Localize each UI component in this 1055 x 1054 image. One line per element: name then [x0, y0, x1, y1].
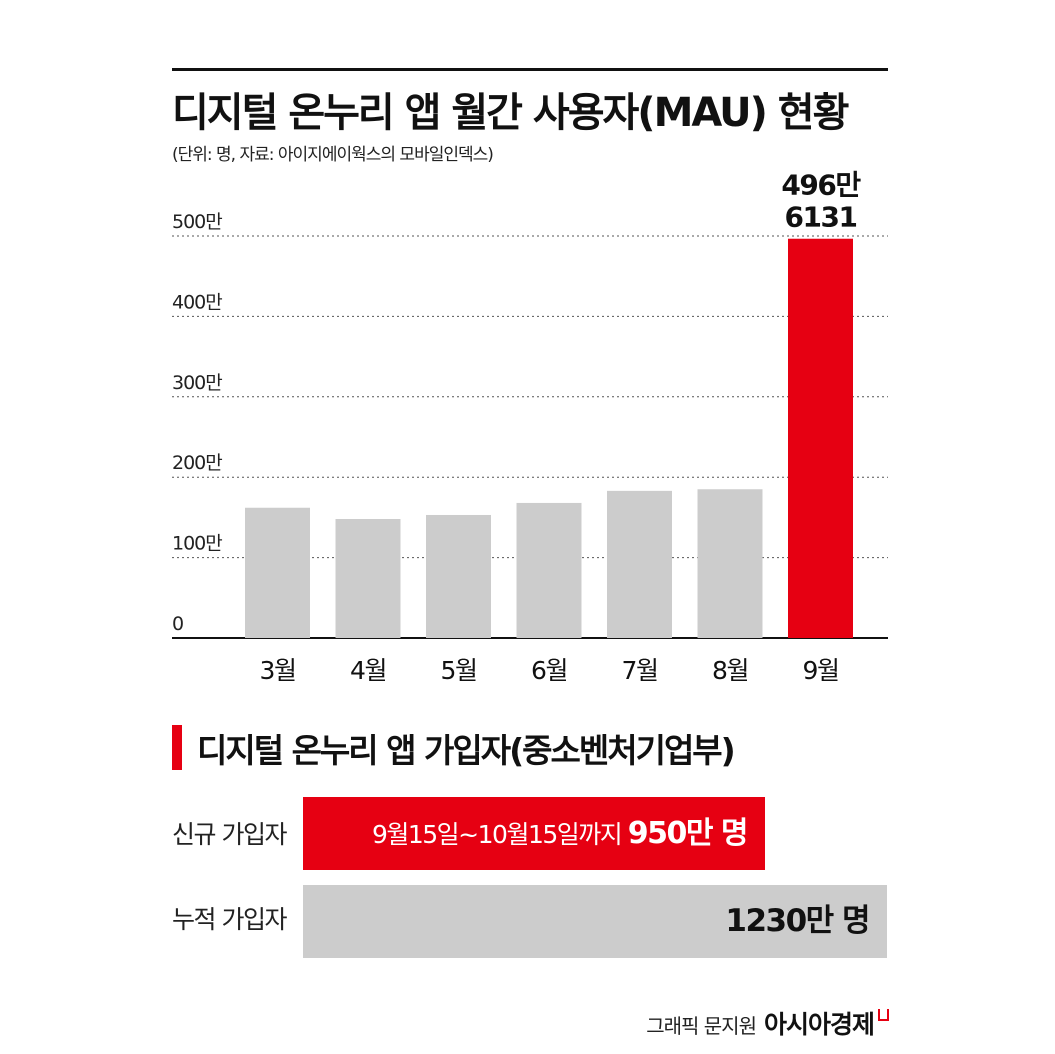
- bar: [607, 490, 672, 638]
- y-tick-label: 200만: [172, 452, 222, 474]
- bar: [788, 238, 853, 638]
- total-subscribers-label: 누적 가입자: [172, 905, 287, 934]
- y-tick-label: 100만: [172, 533, 222, 555]
- chart-subtitle: (단위: 명, 자료: 아이지에이웍스의 모바일인덱스): [172, 145, 494, 165]
- top-rule: [172, 68, 888, 71]
- bar: [697, 489, 763, 638]
- x-tick-label: 4월: [350, 656, 386, 685]
- credit-brand: 아시아경제: [763, 1010, 875, 1039]
- y-tick-label: 0: [172, 613, 183, 635]
- credit: 그래픽 문지원 아시아경제: [646, 1005, 889, 1041]
- new-subscribers-count: 950만 명: [627, 816, 749, 851]
- new-subscribers-bar: 9월15일~10월15일까지 950만 명: [303, 797, 765, 870]
- total-subscribers-count: 1230만 명: [725, 903, 870, 939]
- section-title: 디지털 온누리 앱 가입자(중소벤처기업부): [197, 731, 736, 770]
- x-tick-label: 9월: [803, 656, 839, 685]
- new-subscribers-period: 9월15일~10월15일까지: [371, 820, 623, 849]
- new-subscribers-value: 9월15일~10월15일까지 950만 명: [371, 797, 749, 871]
- bar: [426, 514, 491, 638]
- credit-label: 그래픽 문지원: [646, 1014, 757, 1038]
- label-layer: 0 100만 200만 300만 400만 500만 3월 4월 5월 6월 7월 8월 9월 496만6…: [172, 169, 863, 685]
- new-subscribers-label: 신규 가입자: [172, 820, 287, 849]
- y-tick-label: 500만: [172, 211, 222, 233]
- bar: [516, 502, 582, 638]
- total-subscribers-bar: 1230만 명: [303, 885, 887, 958]
- y-tick-label: 400만: [172, 291, 222, 313]
- chart-title: 디지털 온누리 앱 월간 사용자(MAU) 현황: [172, 90, 849, 136]
- bar: [335, 519, 401, 638]
- data-label: 6131: [785, 201, 857, 234]
- x-tick-label: 6월: [531, 656, 567, 685]
- x-tick-label: 5월: [441, 656, 477, 685]
- x-tick-label: 3월: [260, 656, 296, 685]
- section-marker: [172, 725, 182, 770]
- y-tick-label: 300만: [172, 372, 222, 394]
- x-tick-label: 7월: [622, 656, 658, 685]
- data-label: 496만: [781, 169, 861, 202]
- bar-layer: [245, 238, 853, 638]
- bar: [245, 507, 310, 638]
- brand-mark-icon: [878, 1009, 889, 1021]
- x-tick-label: 8월: [712, 656, 748, 685]
